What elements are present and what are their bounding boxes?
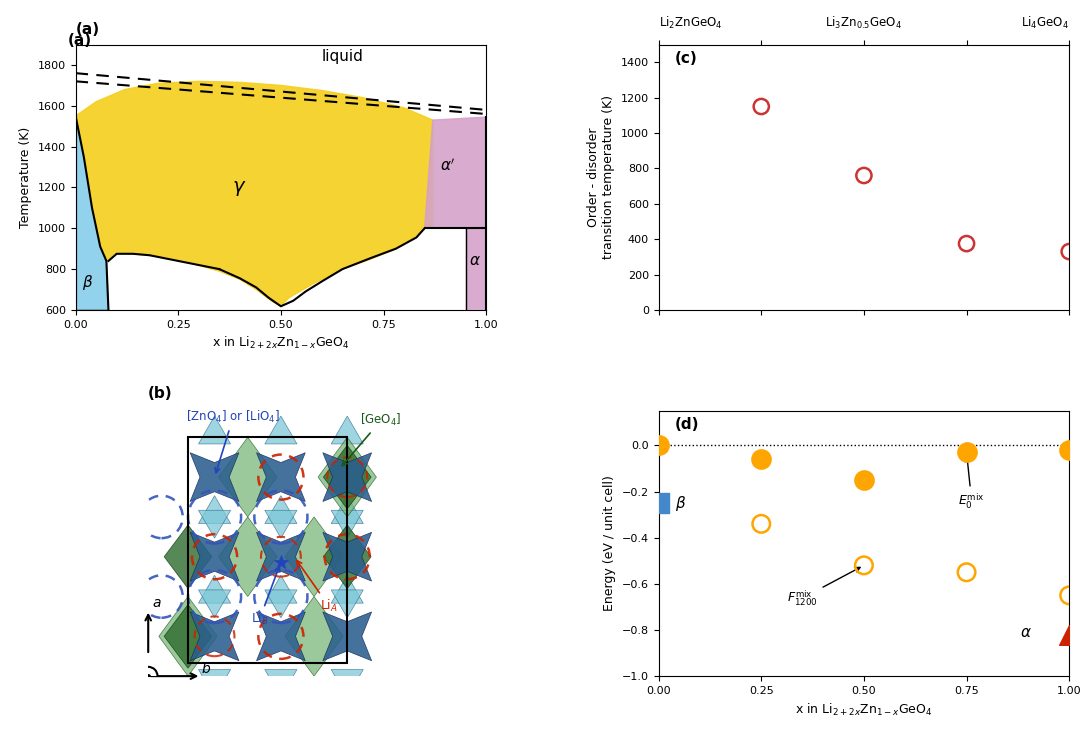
Text: (c): (c) — [675, 51, 698, 66]
Polygon shape — [424, 117, 486, 228]
Text: Li$_A$: Li$_A$ — [297, 560, 338, 614]
Polygon shape — [164, 605, 212, 668]
Polygon shape — [256, 452, 306, 502]
Text: liquid: liquid — [322, 49, 364, 64]
Point — [958, 447, 975, 458]
Polygon shape — [285, 597, 343, 676]
Text: $\alpha$: $\alpha$ — [469, 253, 481, 268]
Polygon shape — [256, 532, 306, 581]
Polygon shape — [199, 575, 231, 603]
Polygon shape — [332, 496, 363, 524]
Polygon shape — [218, 438, 276, 517]
Polygon shape — [285, 517, 343, 597]
Point — [1061, 246, 1078, 258]
Polygon shape — [218, 517, 276, 597]
Polygon shape — [199, 669, 231, 698]
Text: Li$_2$ZnGeO$_4$: Li$_2$ZnGeO$_4$ — [659, 15, 723, 31]
Text: (d): (d) — [675, 418, 700, 432]
Point — [1061, 629, 1078, 640]
Point — [958, 238, 975, 250]
Point — [753, 100, 770, 112]
Text: $E^{\mathrm{mix}}_0$: $E^{\mathrm{mix}}_0$ — [958, 457, 985, 511]
Polygon shape — [332, 669, 363, 698]
Text: $\beta$: $\beta$ — [82, 273, 93, 293]
Polygon shape — [323, 532, 372, 581]
Text: Li$_B$: Li$_B$ — [251, 566, 280, 627]
Point — [753, 453, 770, 465]
Polygon shape — [323, 612, 372, 661]
Polygon shape — [265, 575, 297, 603]
Text: $b$: $b$ — [201, 661, 212, 676]
Polygon shape — [332, 416, 363, 444]
Polygon shape — [265, 496, 297, 524]
Text: Li$_3$Zn$_{0.5}$GeO$_4$: Li$_3$Zn$_{0.5}$GeO$_4$ — [825, 15, 903, 31]
Text: Li$_4$GeO$_4$: Li$_4$GeO$_4$ — [1022, 15, 1069, 31]
Point — [650, 439, 667, 451]
Text: $\alpha$: $\alpha$ — [1020, 625, 1031, 640]
X-axis label: x in Li$_{2+2x}$Zn$_{1-x}$GeO$_4$: x in Li$_{2+2x}$Zn$_{1-x}$GeO$_4$ — [212, 335, 350, 351]
Polygon shape — [318, 438, 377, 517]
Polygon shape — [199, 496, 231, 524]
Polygon shape — [265, 416, 297, 444]
Text: [ZnO$_4$] or [LiO$_4$]: [ZnO$_4$] or [LiO$_4$] — [186, 409, 280, 473]
Text: $a$: $a$ — [152, 596, 162, 610]
Polygon shape — [323, 452, 372, 502]
Polygon shape — [265, 510, 297, 538]
Polygon shape — [199, 416, 231, 444]
Polygon shape — [190, 612, 239, 661]
Polygon shape — [164, 525, 212, 588]
Point — [855, 474, 873, 486]
Point — [855, 169, 873, 181]
Polygon shape — [332, 575, 363, 603]
Point — [855, 559, 873, 571]
Polygon shape — [76, 81, 433, 306]
Bar — [188, 438, 348, 663]
Text: (a): (a) — [67, 33, 92, 48]
Polygon shape — [265, 669, 297, 698]
Text: [GeO$_4$]: [GeO$_4$] — [342, 412, 402, 466]
Text: $\alpha'$: $\alpha'$ — [441, 158, 456, 174]
Polygon shape — [332, 510, 363, 538]
Y-axis label: Temperature (K): Temperature (K) — [19, 126, 32, 228]
Polygon shape — [323, 525, 372, 588]
Y-axis label: Energy (eV / unit cell): Energy (eV / unit cell) — [604, 476, 617, 611]
Polygon shape — [190, 452, 239, 502]
Polygon shape — [256, 612, 306, 661]
Point — [650, 497, 667, 509]
Point — [753, 518, 770, 530]
Point — [1061, 589, 1078, 601]
Y-axis label: Order - disorder
transition temperature (K): Order - disorder transition temperature … — [588, 95, 616, 259]
Text: $F^{\mathrm{mix}}_{1200}$: $F^{\mathrm{mix}}_{1200}$ — [787, 568, 860, 608]
Point — [1061, 444, 1078, 456]
Polygon shape — [265, 590, 297, 617]
Text: $\gamma$: $\gamma$ — [231, 178, 246, 198]
Text: (b): (b) — [148, 386, 173, 400]
Polygon shape — [199, 510, 231, 538]
Point — [958, 566, 975, 578]
Polygon shape — [190, 532, 239, 581]
Polygon shape — [323, 445, 372, 509]
Polygon shape — [199, 590, 231, 617]
Polygon shape — [76, 116, 108, 310]
Polygon shape — [332, 590, 363, 617]
Polygon shape — [465, 228, 486, 310]
Text: (a): (a) — [76, 22, 99, 37]
Text: $\beta$: $\beta$ — [675, 493, 686, 513]
Circle shape — [139, 667, 158, 686]
Polygon shape — [159, 597, 217, 676]
X-axis label: x in Li$_{2+2x}$Zn$_{1-x}$GeO$_4$: x in Li$_{2+2x}$Zn$_{1-x}$GeO$_4$ — [795, 701, 933, 718]
